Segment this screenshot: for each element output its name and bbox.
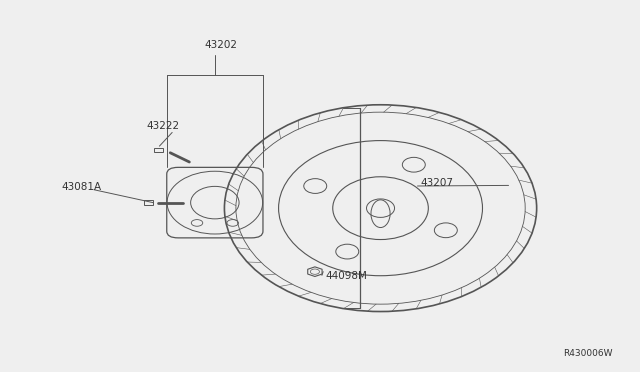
Text: 43207: 43207 bbox=[420, 178, 454, 188]
Bar bbox=[144, 201, 153, 205]
Bar bbox=[154, 148, 163, 153]
Text: R430006W: R430006W bbox=[564, 349, 613, 358]
Text: 43202: 43202 bbox=[205, 39, 237, 49]
Text: 43081A: 43081A bbox=[62, 182, 102, 192]
Text: 44098M: 44098M bbox=[325, 271, 367, 281]
Text: 43222: 43222 bbox=[147, 121, 180, 131]
